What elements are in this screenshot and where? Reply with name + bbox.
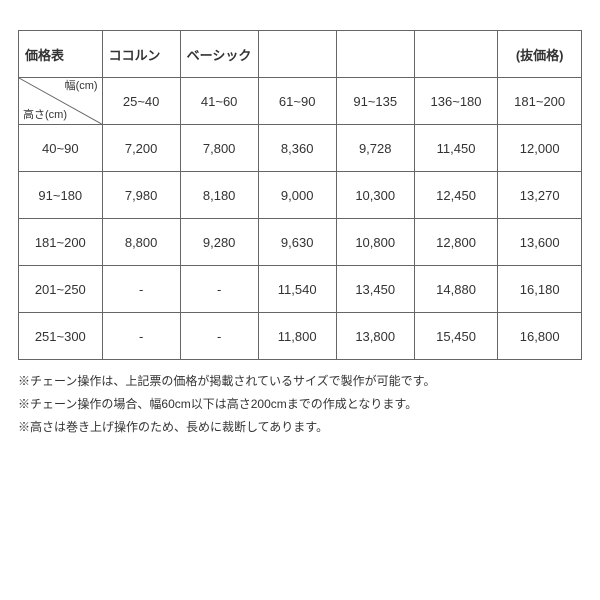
price-cell: - [102, 313, 180, 360]
height-range: 251~300 [19, 313, 103, 360]
price-cell: - [180, 313, 258, 360]
price-cell: 9,630 [258, 219, 336, 266]
price-cell: - [102, 266, 180, 313]
width-range: 181~200 [498, 78, 582, 125]
price-cell: - [180, 266, 258, 313]
note-line: ※チェーン操作は、上記票の価格が掲載されているサイズで製作が可能です。 [18, 370, 582, 393]
brand-cell: ココルン [102, 31, 180, 78]
type-cell: ベーシック [180, 31, 258, 78]
price-cell: 12,450 [414, 172, 498, 219]
price-cell: 15,450 [414, 313, 498, 360]
header-row-1: 価格表 ココルン ベーシック (抜価格) [19, 31, 582, 78]
price-cell: 8,360 [258, 125, 336, 172]
price-cell: 13,270 [498, 172, 582, 219]
price-cell: 13,450 [336, 266, 414, 313]
empty-cell [258, 31, 336, 78]
diagonal-header: 幅(cm) 高さ(cm) [19, 78, 103, 125]
price-cell: 13,600 [498, 219, 582, 266]
price-cell: 11,540 [258, 266, 336, 313]
width-range: 91~135 [336, 78, 414, 125]
height-range: 40~90 [19, 125, 103, 172]
header-row-2: 幅(cm) 高さ(cm) 25~40 41~60 61~90 91~135 13… [19, 78, 582, 125]
note-line: ※高さは巻き上げ操作のため、長めに裁断してあります。 [18, 416, 582, 439]
price-cell: 16,180 [498, 266, 582, 313]
price-cell: 8,800 [102, 219, 180, 266]
price-cell: 7,980 [102, 172, 180, 219]
table-row: 201~250 - - 11,540 13,450 14,880 16,180 [19, 266, 582, 313]
price-cell: 14,880 [414, 266, 498, 313]
price-cell: 10,800 [336, 219, 414, 266]
width-range: 61~90 [258, 78, 336, 125]
price-cell: 9,280 [180, 219, 258, 266]
price-table: 価格表 ココルン ベーシック (抜価格) 幅(cm) 高さ(cm) 25~40 … [18, 30, 582, 360]
height-range: 181~200 [19, 219, 103, 266]
price-cell: 11,800 [258, 313, 336, 360]
width-label: 幅(cm) [65, 81, 98, 92]
price-cell: 10,300 [336, 172, 414, 219]
empty-cell [336, 31, 414, 78]
table-row: 91~180 7,980 8,180 9,000 10,300 12,450 1… [19, 172, 582, 219]
price-cell: 8,180 [180, 172, 258, 219]
price-cell: 12,800 [414, 219, 498, 266]
note-line: ※チェーン操作の場合、幅60cm以下は高さ200cmまでの作成となります。 [18, 393, 582, 416]
price-cell: 7,200 [102, 125, 180, 172]
width-range: 136~180 [414, 78, 498, 125]
empty-cell [414, 31, 498, 78]
price-cell: 11,450 [414, 125, 498, 172]
price-cell: 12,000 [498, 125, 582, 172]
price-cell: 9,728 [336, 125, 414, 172]
price-cell: 13,800 [336, 313, 414, 360]
table-row: 40~90 7,200 7,800 8,360 9,728 11,450 12,… [19, 125, 582, 172]
price-cell: 7,800 [180, 125, 258, 172]
table-row: 251~300 - - 11,800 13,800 15,450 16,800 [19, 313, 582, 360]
height-label: 高さ(cm) [23, 110, 67, 121]
height-range: 201~250 [19, 266, 103, 313]
height-range: 91~180 [19, 172, 103, 219]
price-cell: 16,800 [498, 313, 582, 360]
width-range: 41~60 [180, 78, 258, 125]
notes-block: ※チェーン操作は、上記票の価格が掲載されているサイズで製作が可能です。 ※チェー… [18, 370, 582, 438]
width-range: 25~40 [102, 78, 180, 125]
price-cell: 9,000 [258, 172, 336, 219]
title-cell: 価格表 [19, 31, 103, 78]
table-row: 181~200 8,800 9,280 9,630 10,800 12,800 … [19, 219, 582, 266]
price-note-cell: (抜価格) [498, 31, 582, 78]
